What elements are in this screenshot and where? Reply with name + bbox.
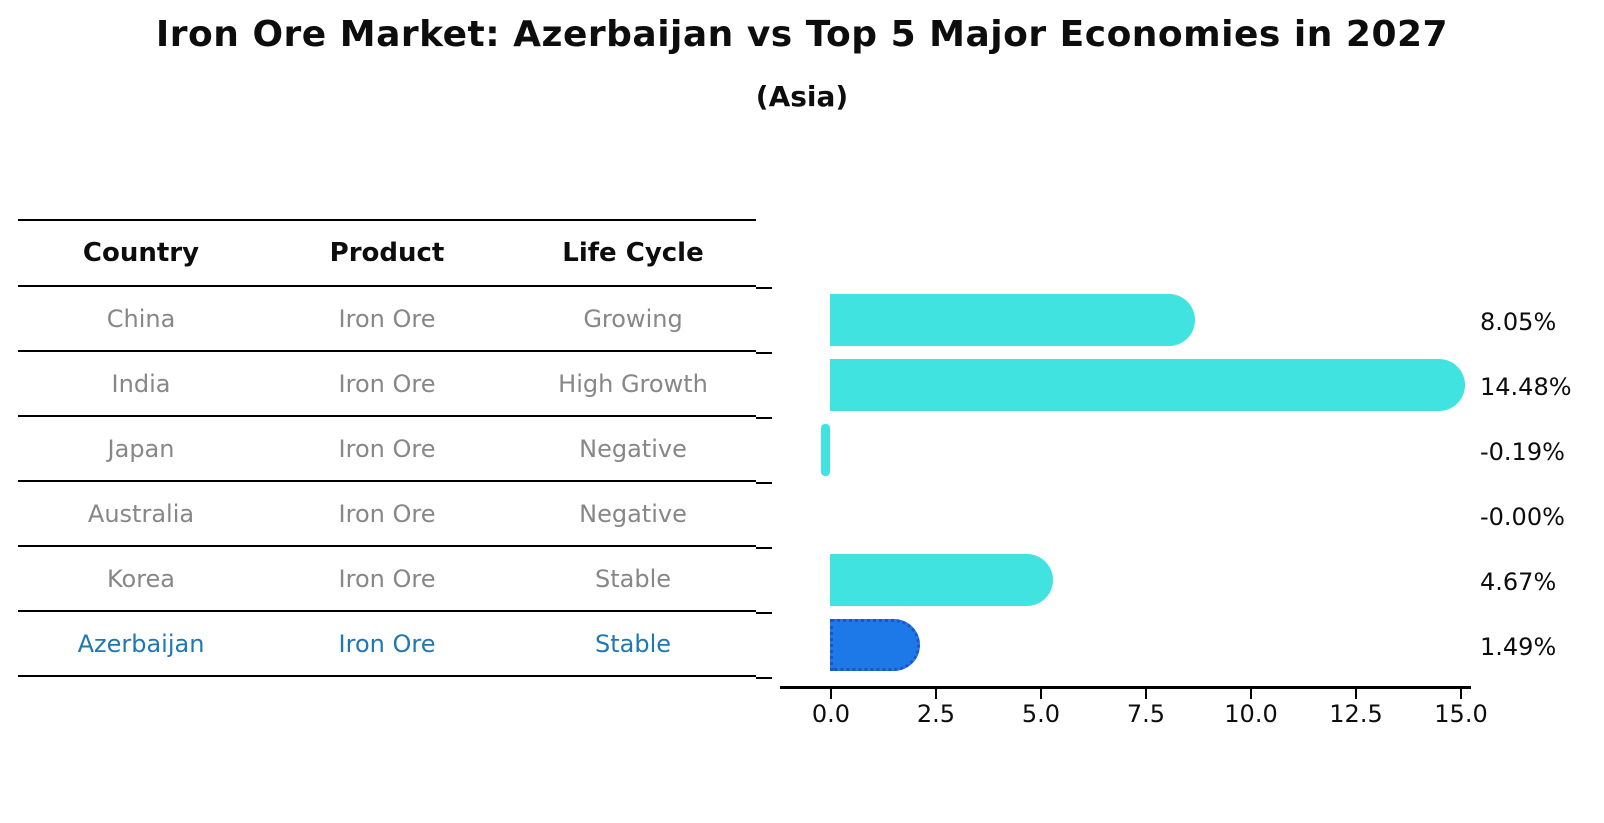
x-axis-spine	[780, 686, 1471, 689]
product-cell: Iron Ore	[338, 629, 436, 658]
country-cell: Azerbaijan	[77, 629, 205, 658]
country-cell: Australia	[87, 499, 195, 528]
x-tick-label: 10.0	[1224, 700, 1278, 728]
table-row-korea: Korea Iron Ore Stable	[18, 547, 756, 612]
product-cell: Iron Ore	[338, 564, 436, 593]
value-label-china: 8.05%	[1480, 308, 1557, 336]
value-label-azerbaijan: 1.49%	[1480, 633, 1557, 661]
table-row-australia: Australia Iron Ore Negative	[18, 482, 756, 547]
country-cell: India	[111, 369, 171, 398]
x-tick-label: 12.5	[1329, 700, 1383, 728]
product-cell: Iron Ore	[338, 369, 436, 398]
value-label-korea: 4.67%	[1480, 568, 1557, 596]
table-header-row: Country Product Life Cycle	[18, 221, 756, 287]
x-axis-tick	[1250, 689, 1252, 699]
bar-japan	[821, 424, 830, 476]
x-tick-label: 7.5	[1126, 700, 1166, 728]
bar-india	[830, 359, 1466, 411]
y-axis-tick	[756, 612, 772, 614]
x-axis-tick	[1145, 689, 1147, 699]
bar-china	[830, 294, 1196, 346]
bar-azerbaijan	[830, 619, 920, 671]
y-axis-tick	[756, 482, 772, 484]
life-cycle-cell: High Growth	[558, 369, 708, 398]
product-cell: Iron Ore	[338, 499, 436, 528]
x-axis-tick	[1040, 689, 1042, 699]
value-label-india: 14.48%	[1480, 373, 1572, 401]
country-cell: Korea	[106, 564, 176, 593]
life-cycle-cell: Negative	[579, 499, 687, 528]
y-axis-tick	[756, 287, 772, 289]
table-row-india: India Iron Ore High Growth	[18, 352, 756, 417]
y-axis-tick	[756, 547, 772, 549]
column-header-country: Country	[82, 238, 200, 268]
country-cell: China	[106, 304, 176, 333]
life-cycle-cell: Stable	[594, 629, 672, 658]
x-axis-tick	[1355, 689, 1357, 699]
x-axis-tick	[935, 689, 937, 699]
column-header-product: Product	[329, 238, 445, 268]
x-tick-label: 0.0	[811, 700, 851, 728]
country-table: Country Product Life Cycle China Iron Or…	[18, 219, 756, 677]
table-row-azerbaijan: Azerbaijan Iron Ore Stable	[18, 612, 756, 677]
column-header-life-cycle: Life Cycle	[562, 238, 704, 268]
value-label-australia: -0.00%	[1480, 503, 1565, 531]
x-axis-tick	[830, 689, 832, 699]
product-cell: Iron Ore	[338, 434, 436, 463]
table-row-japan: Japan Iron Ore Negative	[18, 417, 756, 482]
table-row-china: China Iron Ore Growing	[18, 287, 756, 352]
product-cell: Iron Ore	[338, 304, 436, 333]
x-tick-label: 5.0	[1021, 700, 1061, 728]
y-axis-tick	[756, 352, 772, 354]
life-cycle-cell: Negative	[579, 434, 687, 463]
life-cycle-cell: Growing	[583, 304, 683, 333]
value-label-japan: -0.19%	[1480, 438, 1565, 466]
country-cell: Japan	[107, 434, 175, 463]
chart-subtitle: (Asia)	[755, 80, 849, 113]
x-axis-tick	[1460, 689, 1462, 699]
y-axis-tick	[756, 417, 772, 419]
x-tick-label: 2.5	[916, 700, 956, 728]
x-tick-label: 15.0	[1434, 700, 1488, 728]
y-axis-tick	[756, 677, 772, 679]
chart-title: Iron Ore Market: Azerbaijan vs Top 5 Maj…	[155, 14, 1449, 55]
life-cycle-cell: Stable	[594, 564, 672, 593]
bar-korea	[830, 554, 1054, 606]
